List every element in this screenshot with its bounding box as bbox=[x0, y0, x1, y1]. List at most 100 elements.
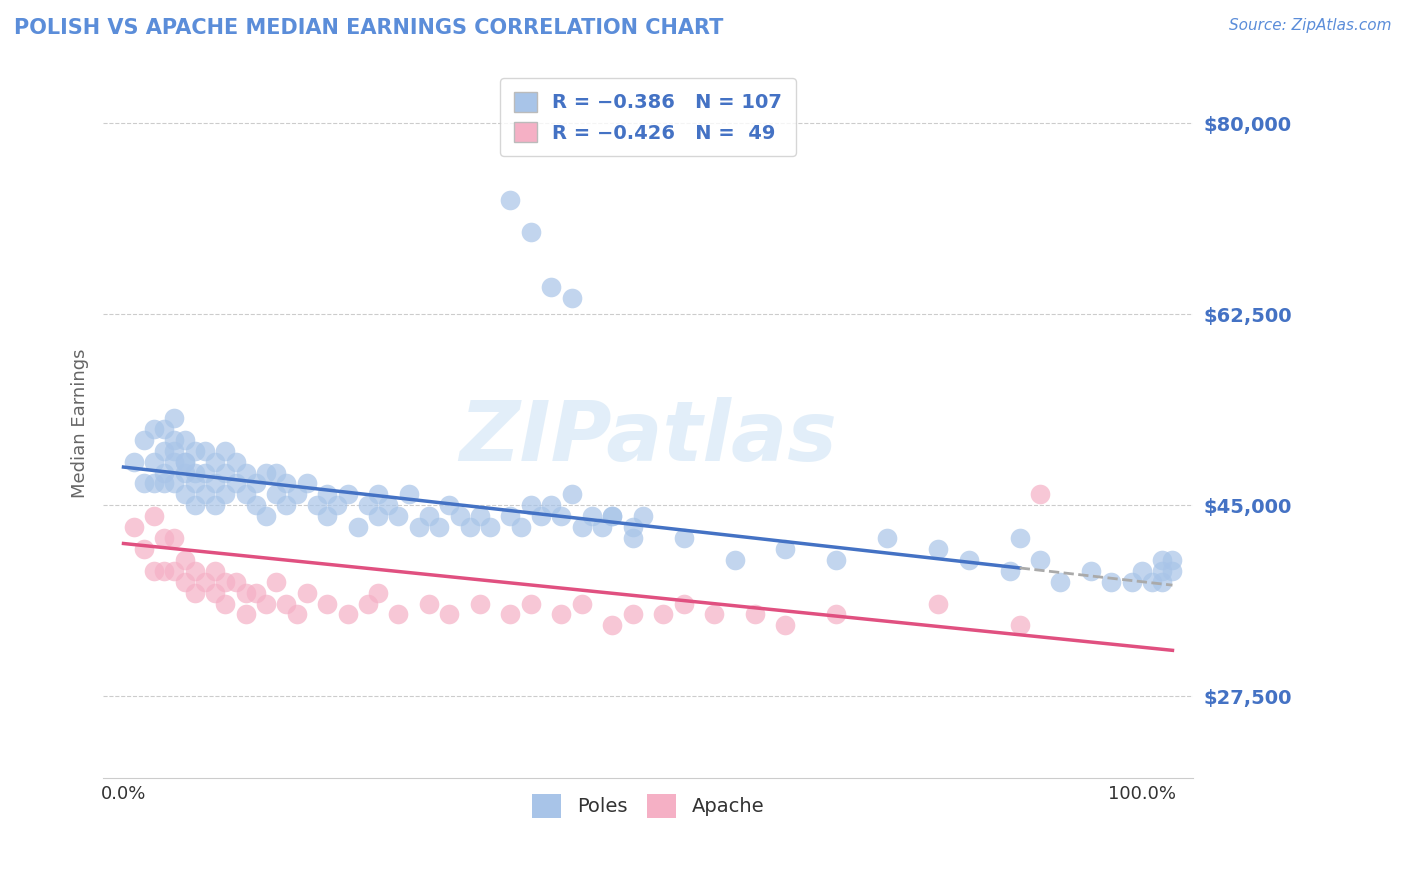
Point bbox=[377, 498, 399, 512]
Point bbox=[602, 509, 624, 524]
Point bbox=[520, 225, 543, 239]
Point bbox=[540, 498, 562, 512]
Point bbox=[153, 476, 176, 491]
Point bbox=[163, 433, 186, 447]
Point bbox=[520, 498, 543, 512]
Text: ZIPatlas: ZIPatlas bbox=[458, 397, 837, 478]
Point bbox=[276, 597, 298, 611]
Point bbox=[1049, 574, 1071, 589]
Point bbox=[153, 564, 176, 578]
Point bbox=[204, 585, 226, 599]
Point bbox=[398, 487, 420, 501]
Point bbox=[367, 487, 389, 501]
Point bbox=[184, 476, 207, 491]
Point bbox=[204, 498, 226, 512]
Legend: Poles, Apache: Poles, Apache bbox=[524, 786, 772, 825]
Point bbox=[264, 574, 287, 589]
Point bbox=[132, 433, 155, 447]
Point bbox=[254, 597, 277, 611]
Point bbox=[153, 443, 176, 458]
Point bbox=[184, 498, 207, 512]
Point bbox=[439, 498, 461, 512]
Point bbox=[153, 422, 176, 436]
Point bbox=[499, 193, 522, 207]
Point bbox=[214, 487, 236, 501]
Point bbox=[194, 574, 217, 589]
Point bbox=[540, 280, 562, 294]
Point bbox=[204, 476, 226, 491]
Point bbox=[245, 498, 267, 512]
Point bbox=[173, 574, 195, 589]
Point bbox=[408, 520, 430, 534]
Point bbox=[775, 618, 797, 632]
Point bbox=[122, 520, 145, 534]
Point bbox=[163, 454, 186, 468]
Point bbox=[214, 466, 236, 480]
Point bbox=[927, 541, 949, 556]
Point bbox=[1161, 564, 1184, 578]
Point bbox=[305, 498, 328, 512]
Point bbox=[744, 607, 766, 622]
Point bbox=[449, 509, 471, 524]
Point bbox=[225, 574, 247, 589]
Point bbox=[672, 531, 695, 545]
Point bbox=[550, 607, 572, 622]
Point bbox=[479, 520, 502, 534]
Point bbox=[1152, 574, 1174, 589]
Point bbox=[143, 476, 166, 491]
Point bbox=[295, 585, 318, 599]
Point bbox=[132, 541, 155, 556]
Point bbox=[1130, 564, 1153, 578]
Point bbox=[204, 454, 226, 468]
Point bbox=[723, 553, 745, 567]
Point bbox=[468, 597, 491, 611]
Point bbox=[468, 509, 491, 524]
Point bbox=[163, 564, 186, 578]
Point bbox=[184, 564, 207, 578]
Point bbox=[357, 498, 380, 512]
Point bbox=[631, 509, 654, 524]
Point bbox=[672, 597, 695, 611]
Point bbox=[276, 476, 298, 491]
Point bbox=[957, 553, 980, 567]
Point bbox=[458, 520, 481, 534]
Text: POLISH VS APACHE MEDIAN EARNINGS CORRELATION CHART: POLISH VS APACHE MEDIAN EARNINGS CORRELA… bbox=[14, 18, 724, 37]
Point bbox=[163, 411, 186, 425]
Point bbox=[499, 607, 522, 622]
Point bbox=[602, 509, 624, 524]
Point bbox=[132, 476, 155, 491]
Point bbox=[703, 607, 725, 622]
Point bbox=[571, 520, 593, 534]
Point bbox=[336, 607, 359, 622]
Point bbox=[184, 466, 207, 480]
Point bbox=[143, 509, 166, 524]
Point bbox=[184, 585, 207, 599]
Point bbox=[173, 487, 195, 501]
Point bbox=[346, 520, 368, 534]
Point bbox=[173, 433, 195, 447]
Point bbox=[153, 466, 176, 480]
Point bbox=[163, 531, 186, 545]
Point bbox=[194, 466, 217, 480]
Point bbox=[775, 541, 797, 556]
Point bbox=[316, 509, 339, 524]
Point bbox=[387, 509, 409, 524]
Point bbox=[1121, 574, 1143, 589]
Point bbox=[581, 509, 603, 524]
Point bbox=[254, 466, 277, 480]
Point bbox=[316, 487, 339, 501]
Point bbox=[561, 487, 583, 501]
Point bbox=[927, 597, 949, 611]
Point bbox=[235, 585, 257, 599]
Point bbox=[235, 487, 257, 501]
Point bbox=[122, 454, 145, 468]
Point bbox=[621, 520, 644, 534]
Point bbox=[571, 597, 593, 611]
Point bbox=[153, 531, 176, 545]
Point bbox=[825, 553, 848, 567]
Point bbox=[254, 509, 277, 524]
Point bbox=[204, 564, 226, 578]
Point bbox=[427, 520, 450, 534]
Point bbox=[561, 291, 583, 305]
Point bbox=[1161, 553, 1184, 567]
